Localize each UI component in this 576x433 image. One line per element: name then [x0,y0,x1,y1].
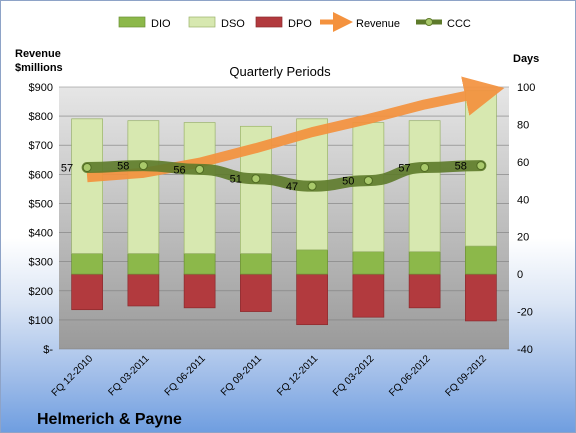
left-tick-label: $700 [29,140,53,152]
left-axis: $- $100 $200 $300 $400 $500 $600 $700 $800 $900 [29,82,54,356]
dio-bar [296,249,328,275]
dpo-bar [127,273,160,307]
ccc-data-label: 51 [230,174,242,186]
chart-title: Quarterly Periods [229,64,331,79]
legend: DIO DSO DPO Revenue CCC [118,12,471,32]
dpo-bar [352,273,385,318]
left-tick-label: $300 [29,257,53,269]
ccc-data-label: 47 [286,181,298,193]
ccc-point [420,162,430,172]
x-tick-label: FQ 12-2010 [50,353,96,399]
ccc-line [81,160,487,192]
dso-bar [183,122,216,254]
left-tick-label: $200 [29,286,53,298]
left-tick-label: $- [43,344,53,356]
legend-swatch-dio [118,16,146,28]
dpo-bar [408,273,441,309]
dpo-bar [71,273,103,311]
left-tick-label: $800 [29,111,53,123]
dpo-bar [183,273,216,309]
right-tick-label: 20 [517,232,529,244]
dpo-bar [296,273,328,326]
right-tick-label: 60 [517,157,529,169]
plot-area [59,87,509,349]
dio-bar [183,253,216,275]
dio-bar [71,253,103,275]
ccc-data-label: 58 [117,161,129,173]
legend-label-ccc: CCC [447,18,471,30]
legend-label-dio: DIO [151,18,171,30]
right-tick-label: 40 [517,194,529,206]
x-tick-label: FQ 12-2011 [275,353,320,398]
legend-swatch-ccc-marker [425,18,433,26]
left-tick-label: $100 [29,315,53,327]
dpo-bar [240,273,272,312]
dio-bar [240,253,272,275]
ccc-point [476,161,486,171]
right-axis: -40 -20 0 20 40 60 80 100 [517,82,535,356]
x-axis: FQ 12-2010 FQ 03-2011 FQ 06-2011 FQ 09-2011… [50,353,490,399]
bar-series [71,90,497,326]
right-axis-title: Days [513,53,539,65]
ccc-point [307,181,317,191]
x-tick-label: FQ 06-2011 [163,353,208,398]
legend-swatch-dso [188,16,216,28]
left-axis-title-line1: Revenue [15,48,61,60]
ccc-point [251,174,261,184]
left-tick-label: $500 [29,198,53,210]
ccc-data-label: 50 [342,176,354,188]
x-tick-label: FQ 03-2012 [331,353,377,399]
ccc-data-label: 58 [455,161,467,173]
right-tick-label: -20 [517,307,533,319]
ccc-point [82,162,92,172]
dso-bar [352,122,385,253]
left-tick-label: $400 [29,228,53,240]
ccc-point [363,176,373,186]
legend-label-dso: DSO [221,18,245,30]
dpo-bar [465,273,497,322]
x-tick-label: FQ 06-2012 [387,353,433,399]
x-tick-label: FQ 09-2012 [443,353,489,399]
legend-label-dpo: DPO [288,18,312,30]
company-name: Helmerich & Payne [37,411,182,428]
ccc-point [138,161,148,171]
x-tick-label: FQ 09-2011 [219,353,264,398]
left-axis-title-line2: $millions [15,62,63,74]
dio-bar [127,253,160,275]
ccc-data-label: 57 [398,162,410,174]
ccc-series: 57 58 56 51 47 50 57 58 [61,160,487,193]
ccc-data-label: 56 [173,164,185,176]
dso-bar [408,120,441,253]
dio-bar [408,251,441,275]
right-tick-label: 80 [517,119,529,131]
ccc-data-label: 57 [61,162,73,174]
dio-bar [465,245,497,275]
legend-label-revenue: Revenue [356,18,400,30]
left-tick-label: $600 [29,169,53,181]
left-tick-label: $900 [29,82,53,94]
dso-bar [127,120,160,254]
right-tick-label: 0 [517,269,523,281]
legend-swatch-dpo [255,16,283,28]
right-tick-label: -40 [517,344,533,356]
ccc-point [195,164,205,174]
dso-bar [71,118,103,254]
dio-bar [352,251,385,275]
x-tick-label: FQ 03-2011 [107,353,152,398]
right-tick-label: 100 [517,82,535,94]
